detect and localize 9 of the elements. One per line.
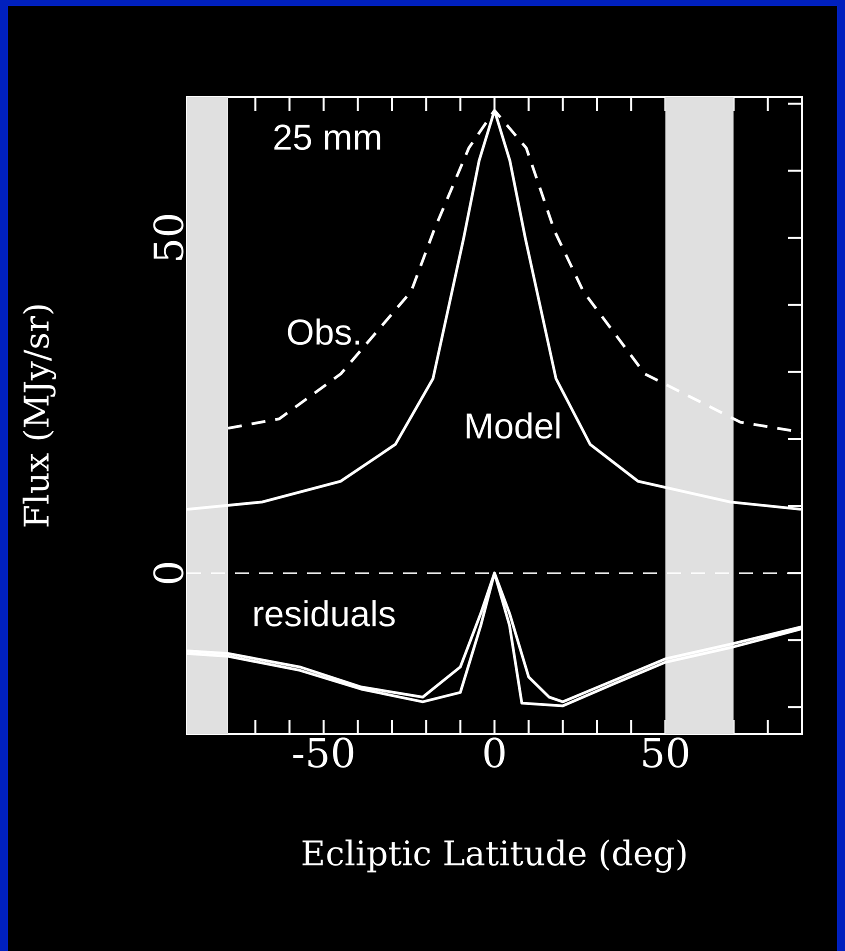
series-label: Obs. (288, 318, 359, 345)
x-tick-label: -50 (293, 738, 354, 768)
x-tick-label: 50 (643, 738, 688, 768)
series-label: Model (466, 412, 560, 439)
y-axis-title: Flux (MJy/sr) (22, 305, 56, 526)
x-axis-title: Ecliptic Latitude (deg) (302, 839, 686, 873)
x-tick-label: 0 (484, 738, 505, 768)
series-label: residuals (254, 600, 395, 627)
annotation: 25 mm (274, 124, 380, 150)
